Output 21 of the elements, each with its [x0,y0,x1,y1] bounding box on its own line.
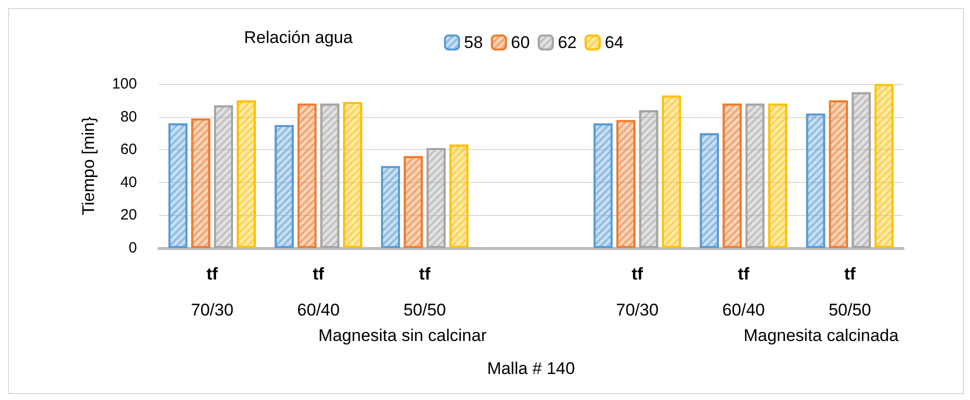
legend-label: 58 [464,33,483,52]
legend-label: 60 [510,33,530,52]
x-tick-label: tf 70/30 [190,264,234,320]
y-tick-label: 20 [120,206,137,224]
x-tick-label: tf 60/40 [297,264,340,320]
y-tick-label: 60 [120,141,137,158]
x-tick-label: tf 60/40 [722,264,765,320]
text: Magnesita sin calcinar [318,326,487,345]
legend-label: 62 [558,33,577,52]
x-tick-label: tf 70/30 [616,264,659,320]
y-tick-label: 0 [128,240,137,256]
y-axis-title: Tiempo [min} [79,116,98,216]
x-axis-title: Malla # 140 [487,359,575,378]
text: Magnesita calcinada [744,326,900,345]
legend-title: Relación agua [244,28,354,47]
y-tick-label: 80 [120,108,137,126]
x-tick-label: tf 50/50 [403,264,446,320]
y-tick-label: 100 [112,76,137,92]
legend-label: 64 [604,33,624,52]
y-tick-label: 40 [120,174,137,191]
x-tick-label: tf 50/50 [828,264,872,320]
